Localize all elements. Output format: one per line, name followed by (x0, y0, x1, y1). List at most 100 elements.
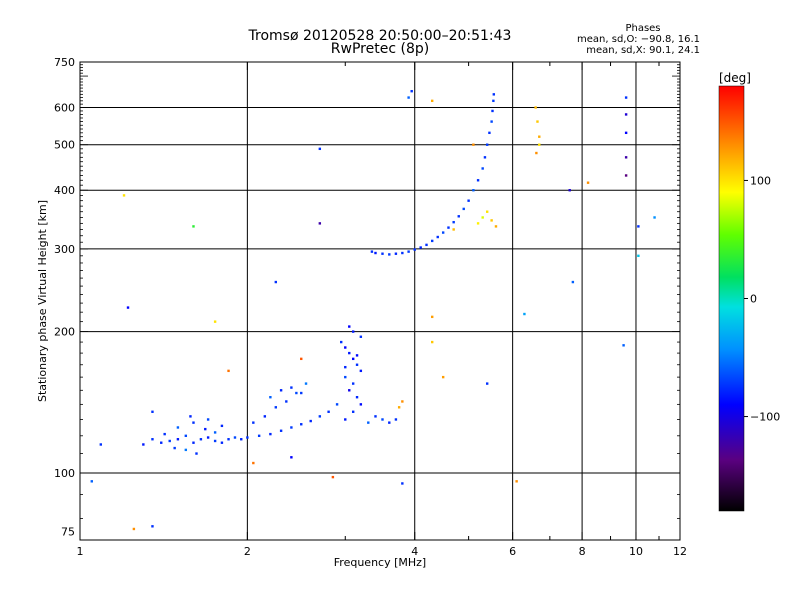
data-point (401, 251, 404, 255)
data-point (586, 181, 590, 184)
data-point (485, 382, 489, 385)
data-point (335, 403, 339, 406)
phases-x-line: mean, sd,X: 90.1, 24.1 (586, 45, 700, 56)
y-tick-label: 100 (54, 467, 75, 480)
data-point (351, 410, 355, 413)
data-point (233, 436, 237, 439)
data-point (388, 253, 391, 256)
data-point (300, 423, 303, 426)
data-point (624, 96, 628, 99)
colorbar (718, 85, 745, 512)
plot-frame (79, 61, 681, 541)
data-point (257, 434, 261, 438)
y-tick-label: 750 (54, 56, 75, 69)
data-point (407, 96, 410, 99)
data-point (425, 243, 428, 247)
data-point (430, 340, 434, 344)
data-point (142, 443, 145, 446)
data-point (160, 441, 163, 444)
data-point (452, 228, 455, 231)
data-point (192, 225, 195, 228)
data-point (413, 248, 416, 251)
data-point (176, 426, 180, 429)
data-point (624, 131, 628, 135)
data-point (359, 403, 363, 406)
data-point (132, 527, 136, 531)
data-point (304, 382, 308, 385)
data-point (99, 443, 103, 446)
data-point (430, 99, 434, 103)
x-tick-label: 12 (673, 545, 687, 558)
data-point (483, 156, 487, 159)
data-point (199, 438, 203, 441)
y-tick-label: 400 (54, 184, 75, 197)
chart-subtitle: RwPretec (8p) (331, 41, 429, 57)
data-point (637, 225, 640, 228)
data-point (351, 357, 355, 361)
data-point (252, 461, 255, 465)
x-tick-label: 6 (509, 545, 516, 558)
data-point (252, 421, 255, 424)
data-point (184, 434, 188, 438)
data-point (227, 369, 230, 373)
data-point (494, 225, 498, 228)
data-point (447, 226, 450, 229)
colorbar-label: [deg] (719, 71, 751, 85)
data-point (370, 250, 374, 253)
data-point (300, 357, 303, 361)
data-point (279, 429, 283, 432)
data-point (355, 396, 359, 399)
data-point (485, 143, 489, 146)
data-point (430, 239, 434, 243)
x-tick-label: 2 (244, 545, 251, 558)
data-point (355, 354, 359, 357)
data-point (309, 419, 312, 423)
data-point (318, 415, 322, 418)
data-point (213, 320, 217, 323)
data-point (467, 199, 470, 202)
data-point (220, 424, 224, 428)
phases-o-line: mean, sd,O: −90.8, 16.1 (577, 34, 700, 45)
data-point (637, 254, 640, 258)
data-point (344, 365, 347, 369)
data-point (488, 131, 491, 135)
data-point (344, 375, 347, 379)
data-point (476, 222, 480, 225)
data-point (348, 351, 351, 355)
data-point (246, 436, 249, 439)
data-point (344, 418, 347, 421)
data-point (340, 340, 343, 344)
x-tick-label: 10 (629, 545, 643, 558)
data-point (227, 438, 230, 441)
data-point (490, 219, 493, 222)
data-point (568, 189, 571, 192)
data-points (90, 89, 656, 531)
data-point (355, 363, 359, 366)
data-point (476, 179, 480, 182)
data-point (407, 250, 410, 253)
data-point (285, 400, 288, 403)
chart-title: Tromsø 20120528 20:50:00–20:51:43 (248, 28, 512, 44)
data-point (90, 480, 93, 483)
data-point (515, 480, 518, 483)
colorbar-tick-label: −100 (750, 411, 780, 424)
data-point (290, 426, 293, 429)
data-point (523, 312, 526, 316)
x-tick-label: 1 (77, 545, 84, 558)
data-point (348, 325, 351, 328)
data-point (173, 446, 176, 450)
data-point (381, 418, 384, 421)
data-point (189, 415, 192, 418)
data-point (624, 156, 628, 159)
x-axis-label: Frequency [MHz] (334, 556, 426, 569)
data-point (269, 396, 272, 399)
data-point (290, 456, 293, 459)
data-point (176, 438, 180, 441)
data-point (452, 220, 455, 224)
y-tick-label: 300 (54, 243, 75, 256)
data-point (359, 369, 363, 373)
data-point (126, 306, 130, 309)
data-point (472, 189, 475, 192)
data-point (327, 410, 330, 413)
